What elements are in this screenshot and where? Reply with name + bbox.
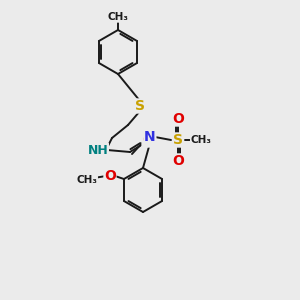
Text: CH₃: CH₃ [76, 175, 98, 185]
Text: N: N [144, 130, 156, 144]
Text: O: O [172, 112, 184, 126]
Text: CH₃: CH₃ [107, 12, 128, 22]
Text: S: S [173, 133, 183, 147]
Text: O: O [104, 169, 116, 183]
Text: O: O [142, 133, 154, 147]
Text: NH: NH [88, 143, 108, 157]
Text: O: O [172, 154, 184, 168]
Text: S: S [135, 99, 145, 113]
Text: CH₃: CH₃ [190, 135, 212, 145]
